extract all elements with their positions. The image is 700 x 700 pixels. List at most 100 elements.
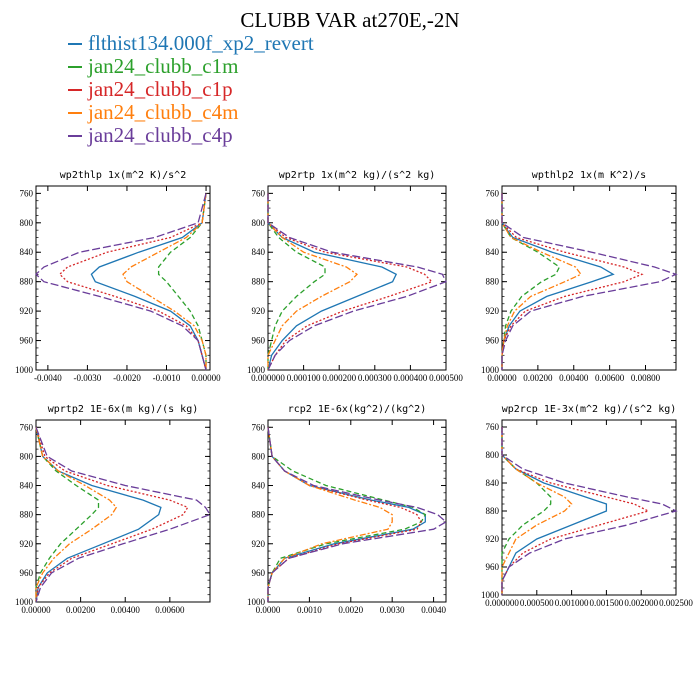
legend-entry: flthist134.000f_xp2_revert <box>68 32 314 55</box>
x-tick-label: 0.00000 <box>191 373 221 383</box>
series-line-3 <box>501 427 650 595</box>
series-line-1 <box>267 427 426 602</box>
y-tick-label: 840 <box>252 247 266 257</box>
plot-frame <box>267 185 447 371</box>
series-line-1 <box>501 193 615 370</box>
y-tick-label: 760 <box>252 188 266 198</box>
series-line-5 <box>35 427 211 603</box>
x-tick-label: 0.000300 <box>358 373 392 383</box>
panel-1: wp2thlp 1x(m^2 K)/s^2 760 800 840 880 920 960 1… <box>15 170 221 383</box>
plot-frame <box>267 419 447 603</box>
y-tick-label: 960 <box>252 336 266 346</box>
x-tick-label: 0.00000 <box>21 605 51 615</box>
series-line-5 <box>267 427 448 602</box>
x-tick-label: 0.0030 <box>380 605 405 615</box>
panel-6: wp2rcp 1E-3x(m^2 kg)/(s^2 kg)760 800 840 88… <box>481 404 693 608</box>
legend-swatch <box>68 65 82 68</box>
series-line-2 <box>35 427 100 602</box>
x-tick-label: 0.000400 <box>394 373 428 383</box>
x-tick-label: 0.00800 <box>631 373 661 383</box>
series-line-5 <box>501 427 678 595</box>
panel-title: wp2rcp 1E-3x(m^2 kg)/(s^2 kg) <box>502 404 677 415</box>
legend-label: jan24_clubb_c1p <box>88 77 233 101</box>
y-tick-label: 920 <box>20 306 34 316</box>
series-line-5 <box>267 193 447 371</box>
y-tick-label: 920 <box>486 534 500 544</box>
series-line-2 <box>501 427 552 595</box>
x-tick-label: 0.0000 <box>256 605 281 615</box>
x-tick-label: -0.0010 <box>153 373 181 383</box>
x-tick-label: 0.001000 <box>555 598 589 608</box>
x-tick-label: 0.0010 <box>297 605 322 615</box>
series-line-3 <box>267 193 433 371</box>
y-tick-label: 760 <box>486 422 500 432</box>
y-tick-label: 840 <box>486 478 500 488</box>
y-tick-label: 1000 <box>15 597 34 607</box>
series-line-1 <box>35 427 162 603</box>
panel-title: wp2thlp 1x(m^2 K)/s^2 <box>60 170 186 181</box>
y-tick-label: 840 <box>20 481 34 491</box>
x-tick-label: 0.00000 <box>487 373 517 383</box>
panel-title: wprtp2 1E-6x(m kg)/(s kg) <box>48 404 199 415</box>
y-tick-label: 960 <box>20 336 34 346</box>
panel-3: wpthlp2 1x(m K^2)/s 760 800 840 880 920 960 100… <box>481 170 678 383</box>
x-tick-label: 0.000000 <box>251 373 285 383</box>
panel-title: wpthlp2 1x(m K^2)/s <box>532 170 646 181</box>
panel-title: rcp2 1E-6x(kg^2)/(kg^2) <box>288 404 426 415</box>
legend-entry: jan24_clubb_c4p <box>68 124 314 147</box>
series-line-3 <box>58 193 207 371</box>
series-line-4 <box>501 427 573 595</box>
x-tick-label: 0.00200 <box>523 373 553 383</box>
legend-label: flthist134.000f_xp2_revert <box>88 31 314 55</box>
x-tick-label: 0.002000 <box>624 598 658 608</box>
x-tick-label: 0.000100 <box>287 373 321 383</box>
y-tick-label: 760 <box>20 422 34 432</box>
x-tick-label: 0.000200 <box>322 373 356 383</box>
series-line-4 <box>35 427 118 602</box>
y-tick-label: 800 <box>252 451 266 461</box>
y-tick-label: 960 <box>252 568 266 578</box>
y-tick-label: 1000 <box>481 590 500 600</box>
y-tick-label: 880 <box>252 510 266 520</box>
x-tick-label: 0.000500 <box>429 373 463 383</box>
y-tick-label: 920 <box>252 306 266 316</box>
y-tick-label: 960 <box>486 562 500 572</box>
y-tick-label: 1000 <box>15 365 34 375</box>
y-tick-label: 960 <box>486 336 500 346</box>
x-tick-label: 0.00400 <box>111 605 141 615</box>
y-tick-label: 840 <box>252 481 266 491</box>
series-line-5 <box>35 193 207 371</box>
panel-5: rcp2 1E-6x(kg^2)/(kg^2) 760 800 840 880 920 96… <box>247 404 448 615</box>
y-tick-label: 800 <box>486 218 500 228</box>
legend-entry: jan24_clubb_c1m <box>68 55 314 78</box>
series-line-4 <box>122 193 207 370</box>
series-line-5 <box>501 193 678 370</box>
series-line-2 <box>267 193 326 370</box>
y-tick-label: 1000 <box>247 365 266 375</box>
y-tick-label: 760 <box>252 422 266 432</box>
y-tick-label: 1000 <box>247 597 266 607</box>
series-line-3 <box>501 193 644 370</box>
legend-label: jan24_clubb_c1m <box>88 54 239 78</box>
x-tick-label: -0.0040 <box>34 373 62 383</box>
plot-frame <box>501 419 677 596</box>
x-tick-label: 0.001500 <box>590 598 624 608</box>
x-tick-label: -0.0020 <box>113 373 141 383</box>
y-tick-label: 800 <box>20 218 34 228</box>
y-tick-label: 920 <box>20 539 34 549</box>
series-line-2 <box>267 427 427 602</box>
panel-2: wp2rtp 1x(m^2 kg)/(s^2 kg) 760 800 840 880 92… <box>247 170 463 383</box>
y-tick-label: 800 <box>20 451 34 461</box>
y-tick-label: 880 <box>20 510 34 520</box>
legend-label: jan24_clubb_c4m <box>88 100 239 124</box>
series-line-3 <box>267 427 422 602</box>
y-tick-label: 920 <box>252 539 266 549</box>
series-line-2 <box>501 193 561 370</box>
legend-label: jan24_clubb_c4p <box>88 123 233 147</box>
y-tick-label: 1000 <box>481 365 500 375</box>
series-line-4 <box>267 193 359 370</box>
series-line-1 <box>501 427 608 595</box>
plot-frame <box>35 185 211 371</box>
y-tick-label: 840 <box>486 247 500 257</box>
